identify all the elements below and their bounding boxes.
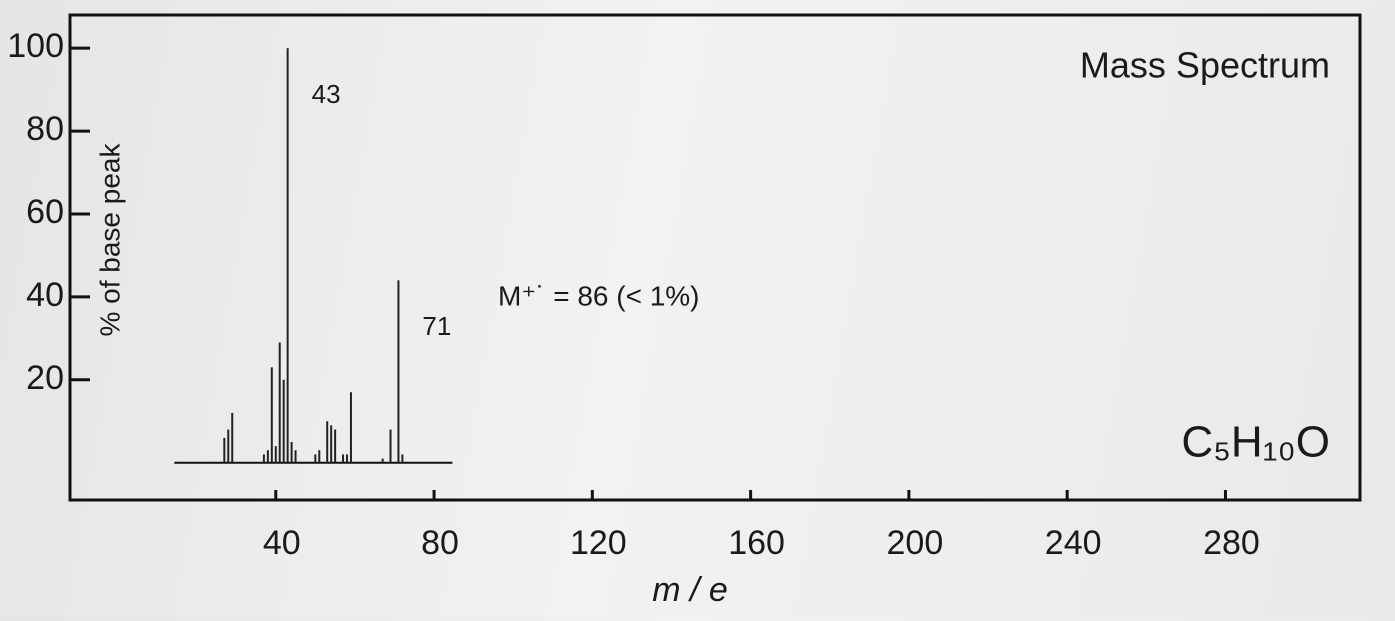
- x-tick-label: 80: [421, 524, 459, 562]
- peak: [290, 441, 293, 463]
- x-tick-label: 280: [1203, 524, 1260, 562]
- peak: [282, 379, 285, 463]
- peak: [227, 429, 230, 463]
- peak: [345, 454, 348, 463]
- peak: [262, 454, 265, 463]
- peak: [349, 392, 352, 463]
- y-tick-label: 40: [26, 276, 64, 314]
- formula: C₅H₁₀O: [1181, 418, 1330, 467]
- peak: [294, 450, 297, 463]
- x-tick-label: 240: [1045, 524, 1102, 562]
- peak: [397, 280, 400, 463]
- peak: [401, 454, 404, 463]
- y-tick-label: 60: [26, 193, 64, 231]
- peak: [318, 450, 321, 463]
- chart-title: Mass Spectrum: [1080, 45, 1330, 86]
- peak: [334, 429, 337, 463]
- peak: [381, 458, 384, 463]
- x-tick-label: 120: [570, 524, 627, 562]
- y-axis-label: % of base peak: [94, 142, 125, 336]
- x-axis-label: m / e: [652, 571, 728, 609]
- peak: [342, 454, 345, 463]
- peak: [330, 425, 333, 463]
- peak-label: 43: [312, 79, 341, 109]
- plot-frame: [68, 13, 1362, 502]
- x-tick-label: 40: [263, 524, 301, 562]
- peak: [286, 48, 289, 463]
- y-tick-label: 80: [26, 110, 64, 148]
- peak: [266, 450, 269, 463]
- peak: [278, 342, 281, 463]
- peak: [270, 367, 273, 463]
- peak: [389, 429, 392, 463]
- x-tick-label: 160: [728, 524, 785, 562]
- peak: [326, 421, 329, 463]
- y-tick-label: 100: [7, 27, 64, 65]
- annotation: M⁺˙ = 86 (< 1%): [498, 280, 700, 311]
- peak: [314, 454, 317, 463]
- x-tick-label: 200: [887, 524, 944, 562]
- peak: [223, 437, 226, 463]
- peak: [231, 412, 234, 463]
- peak: [274, 446, 277, 463]
- peak-label: 71: [422, 311, 451, 341]
- y-tick-label: 20: [26, 359, 64, 397]
